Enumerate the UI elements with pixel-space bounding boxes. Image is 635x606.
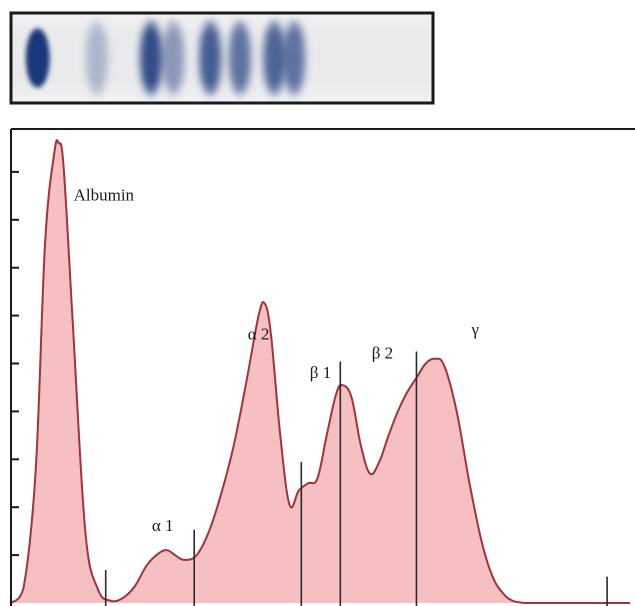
fraction-label-5: β 2	[372, 344, 393, 363]
gel-strip-sheen	[11, 13, 433, 103]
fraction-label-4: β 1	[310, 363, 331, 382]
fraction-label-1: Albumin	[74, 186, 135, 205]
fraction-labels: Albumin α 1 α 2 β 1 β 2 γ	[74, 186, 480, 536]
fraction-label-2: α 1	[152, 516, 174, 535]
densitometry-chart: Albumin α 1 α 2 β 1 β 2 γ	[10, 128, 635, 606]
gel-strip-frame	[9, 11, 435, 105]
fraction-label-3: α 2	[248, 325, 270, 344]
y-axis-ticks	[11, 170, 19, 557]
density-curve-line	[10, 139, 630, 604]
fraction-label-6: γ	[470, 320, 479, 339]
gel-strip-panel	[9, 11, 435, 105]
density-curve-area	[11, 140, 630, 603]
fraction-dividers	[104, 351, 608, 606]
